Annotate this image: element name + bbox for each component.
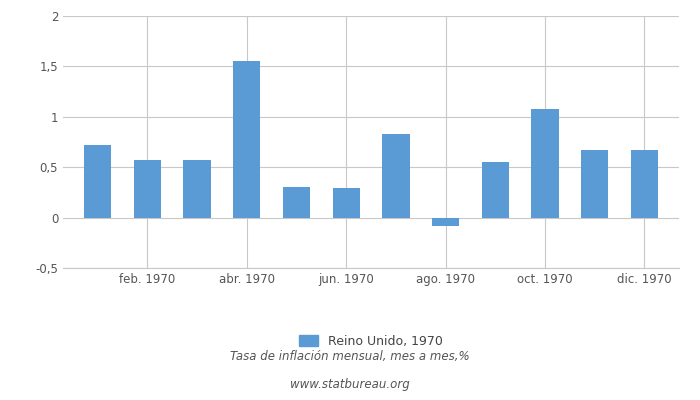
Bar [382, 134, 410, 218]
Bar [183, 160, 211, 218]
Bar [283, 187, 310, 218]
Bar [332, 188, 360, 218]
Bar [134, 160, 161, 218]
Bar [84, 145, 111, 218]
Text: Tasa de inflación mensual, mes a mes,%: Tasa de inflación mensual, mes a mes,% [230, 350, 470, 363]
Bar [581, 150, 608, 218]
Bar [531, 109, 559, 218]
Text: www.statbureau.org: www.statbureau.org [290, 378, 410, 391]
Bar [233, 61, 260, 218]
Bar [432, 218, 459, 226]
Legend: Reino Unido, 1970: Reino Unido, 1970 [294, 330, 448, 353]
Bar [631, 150, 658, 218]
Bar [482, 162, 509, 218]
